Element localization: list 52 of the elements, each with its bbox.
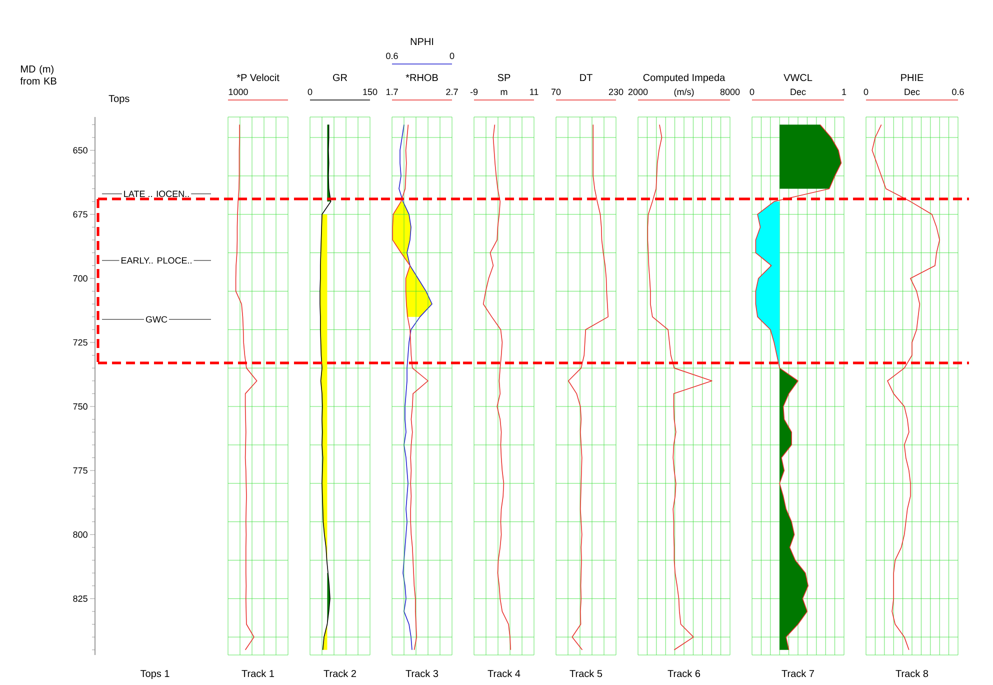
y-tick-label: 650 [73, 147, 88, 154]
x-tick-label: m [500, 90, 508, 95]
x2-tick-label: 0 [450, 52, 454, 60]
x-axis-title: Track 1 [242, 670, 274, 678]
x-tick-label: 0 [308, 88, 312, 96]
x2-tick-label: 0.6 [386, 52, 398, 60]
chart-title: PHIE [901, 74, 924, 81]
y-tick-label: 700 [73, 275, 88, 282]
x-tick-label: Dec [790, 88, 806, 96]
text: Tops 1 [140, 670, 170, 680]
x-axis-title: Track 6 [668, 670, 700, 678]
x-axis-title: Track 7 [782, 670, 814, 678]
ref-line-label: GWC [146, 316, 168, 323]
x-tick-label: 0 [864, 88, 868, 96]
chart-title: DT [580, 74, 592, 81]
ref-line-label: EARLY.. PLOCE.. [121, 257, 192, 264]
x-axis-title: Track 2 [324, 670, 356, 678]
x-tick-label: -9 [470, 88, 478, 96]
x-tick-label: 1.7 [386, 88, 398, 95]
chart-title: VWCL [784, 74, 812, 82]
x-tick-label: 230 [608, 88, 624, 96]
x-tick-label: 2000 [628, 88, 648, 96]
chart-title: *RHOB [406, 74, 438, 82]
x2-axis-title: NPHI [410, 38, 434, 45]
x-tick-label: 8000 [720, 88, 740, 96]
x-tick-label: 0 [750, 88, 754, 96]
x-tick-label: 11 [530, 88, 538, 95]
y-tick-label: 825 [73, 595, 88, 602]
x-tick-label: 2.7 [446, 88, 458, 95]
y-tick-label: 725 [73, 339, 88, 346]
x-tick-label: 150 [363, 88, 378, 96]
x-tick-label: Dec [904, 88, 920, 96]
x-axis-title: Track 5 [570, 670, 602, 678]
chart-title: SP [498, 74, 510, 82]
y-axis-title: MD (m) from KB [20, 65, 56, 85]
y-tick-label: 750 [73, 403, 88, 410]
text: Tops [108, 95, 130, 104]
ref-line-label: LATE .. IOCEN.. [124, 190, 189, 198]
x-tick-label: 70 [551, 88, 561, 96]
chart-title: GR [333, 74, 348, 82]
text: 1000 [228, 88, 248, 96]
x-axis-title: Track 3 [406, 670, 438, 678]
x-tick-label: 0.6 [952, 88, 964, 96]
x-tick-label: (m/s) [674, 88, 694, 97]
y-tick-label: 800 [73, 531, 88, 538]
y-tick-label: 775 [73, 467, 88, 474]
chart-title: *P Velocit [236, 74, 280, 82]
y-tick-label: 675 [73, 211, 88, 218]
x-axis-title: Track 4 [488, 670, 520, 678]
x-tick-label: 1 [842, 88, 846, 95]
chart-title: Computed Impeda [643, 74, 726, 84]
x-axis-title: Track 8 [896, 670, 928, 678]
